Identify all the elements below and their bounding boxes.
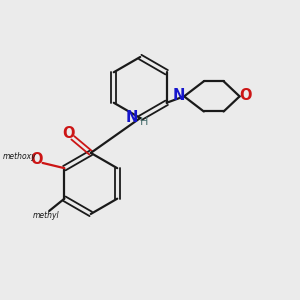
Text: O: O [240,88,252,103]
Text: methyl: methyl [32,211,59,220]
Text: H: H [140,117,148,127]
Text: N: N [173,88,185,103]
Text: O: O [62,126,74,141]
Text: methoxy: methoxy [3,152,37,161]
Text: N: N [126,110,138,125]
Text: O: O [30,152,42,167]
